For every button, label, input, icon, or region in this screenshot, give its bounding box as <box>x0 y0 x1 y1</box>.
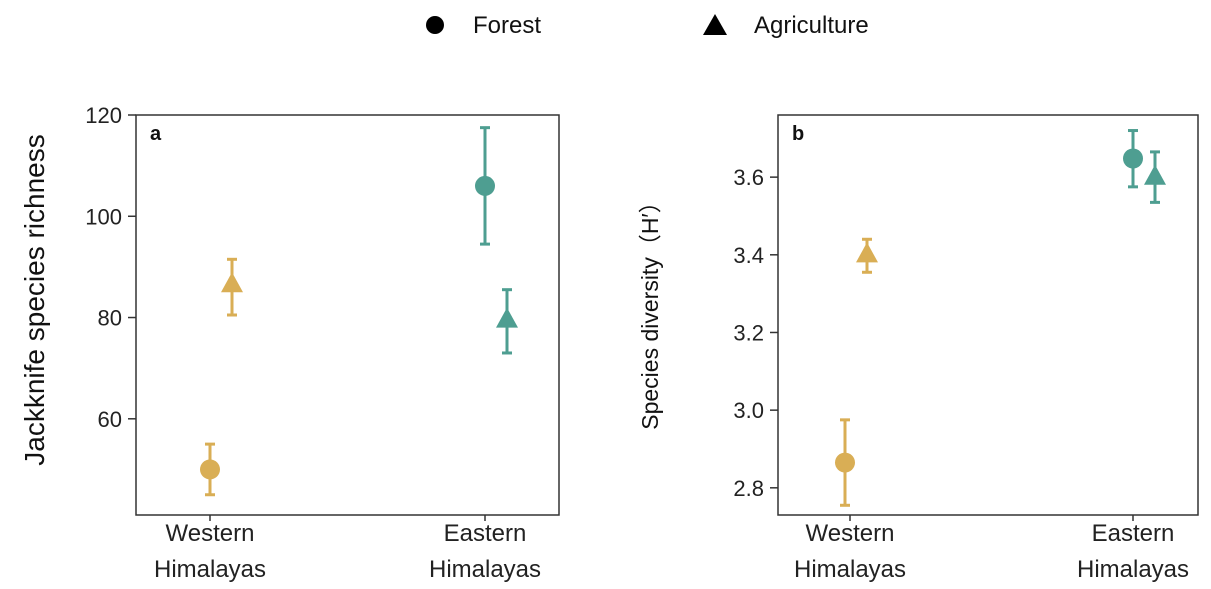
panel-b-ytick-label: 3.2 <box>733 320 764 345</box>
agriculture-point <box>856 242 878 263</box>
agriculture-point <box>1144 164 1166 185</box>
panel-a-category-label: Eastern <box>444 520 527 547</box>
panel-a-points <box>200 126 518 497</box>
panel-b-ylabel: Species diversity（H′） <box>637 190 663 430</box>
panel-b-category-label: Eastern <box>1092 520 1175 547</box>
forest-point <box>835 452 855 473</box>
panel-b-frame <box>777 114 1199 516</box>
panel-b-y-axis: 2.8 3.0 3.2 3.4 3.6 <box>733 165 778 501</box>
panel-a-letter: a <box>150 123 162 145</box>
legend-forest-label: Forest <box>473 12 541 39</box>
panel-a-category-label: Western <box>166 520 255 547</box>
panel-b-ytick-label: 3.6 <box>733 165 764 190</box>
forest-point <box>1123 148 1143 169</box>
forest-point <box>200 459 220 480</box>
panel-a-ytick-label: 120 <box>85 103 122 128</box>
legend-agriculture-marker <box>703 14 727 35</box>
panel-a-ytick-label: 60 <box>98 407 122 432</box>
panel-a-ylabel: Jackknife species richness <box>19 134 50 465</box>
panel-b-ytick-label: 3.0 <box>733 398 764 423</box>
panel-b-category-label: Western <box>806 520 895 547</box>
legend-forest-marker <box>426 16 444 34</box>
panel-a: a Jackknife species richness 6080100120 … <box>19 103 560 583</box>
agriculture-point <box>221 272 243 293</box>
agriculture-point <box>496 307 518 328</box>
panel-a-ytick-label: 80 <box>98 306 122 331</box>
panel-b-letter: b <box>792 123 804 145</box>
panel-b-points <box>835 129 1166 507</box>
panel-b-ytick-label: 3.4 <box>733 243 764 268</box>
panel-b-category-label: Himalayas <box>1077 556 1189 583</box>
panel-a-category-label: Himalayas <box>429 556 541 583</box>
forest-point <box>475 175 495 196</box>
panel-a-x-axis: Western Himalayas Eastern Himalayas <box>154 515 541 583</box>
panel-a-category-label: Himalayas <box>154 556 266 583</box>
panel-a-frame <box>135 114 560 516</box>
panel-a-ytick-label: 100 <box>85 204 122 229</box>
panel-b-category-label: Himalayas <box>794 556 906 583</box>
legend-agriculture-label: Agriculture <box>754 12 869 39</box>
panel-a-y-axis: 60 80 100 120 <box>85 103 136 432</box>
legend: Forest Agriculture <box>426 12 869 39</box>
panel-b-x-axis: Western Himalayas Eastern Himalayas <box>794 515 1189 583</box>
panel-b: b Species diversity（H′） 2.83.03.23.43.6 … <box>637 114 1199 583</box>
panel-b-ytick-label: 2.8 <box>733 476 764 501</box>
